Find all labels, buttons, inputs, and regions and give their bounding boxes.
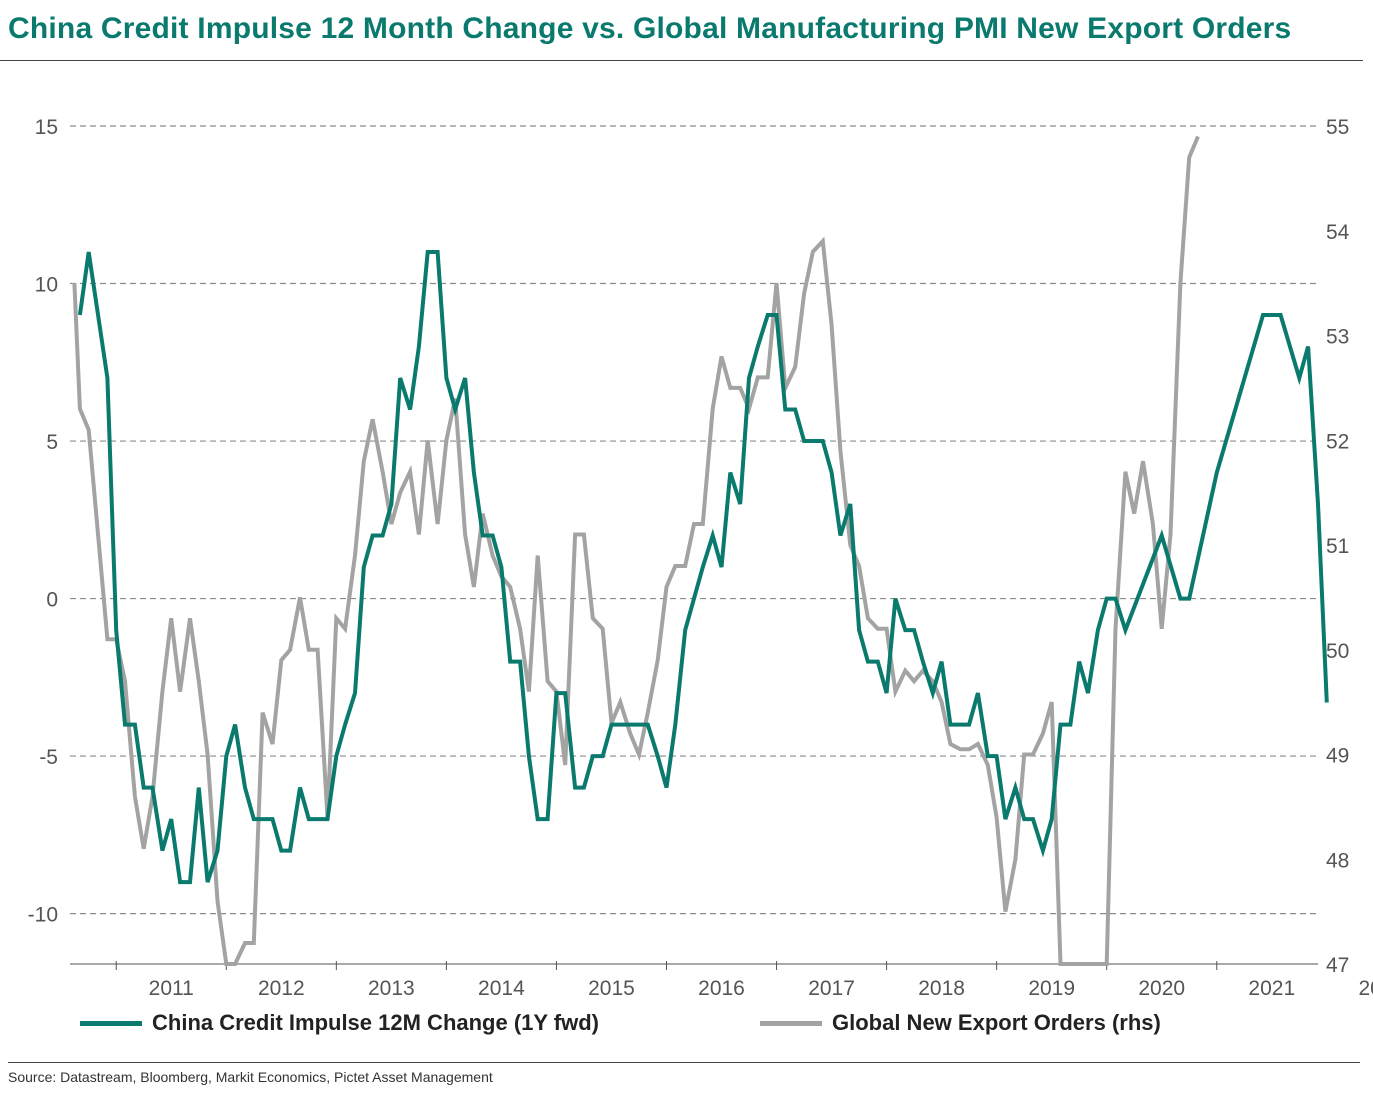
series-credit-impulse [77, 250, 1329, 885]
right-tick-label: 51 [1326, 535, 1349, 558]
legend: China Credit Impulse 12M Change (1Y fwd)… [80, 1010, 1280, 1044]
x-tick-label: 2019 [1028, 977, 1075, 1000]
x-tick-label: 2018 [918, 977, 965, 1000]
source-divider [8, 1062, 1360, 1063]
export-orders-line [72, 135, 1200, 966]
title-divider [0, 60, 1363, 61]
x-axis: 2011 2012 2013 2014 2015 2016 2017 2018 2019 2020… [70, 961, 1373, 1000]
series-export-orders [72, 135, 1200, 966]
x-tick-label: 2021 [1248, 977, 1295, 1000]
legend-label-credit-impulse: China Credit Impulse 12M Change (1Y fwd) [152, 1010, 599, 1035]
legend-item-export-orders: Global New Export Orders (rhs) [760, 1010, 1161, 1036]
right-tick-label: 49 [1326, 745, 1349, 768]
gridlines [70, 125, 1318, 915]
chart-title: China Credit Impulse 12 Month Change vs.… [8, 12, 1292, 45]
x-tick-label: 2011 [149, 977, 194, 1000]
source-note: Source: Datastream, Bloomberg, Markit Ec… [8, 1069, 493, 1085]
right-tick-label: 48 [1326, 849, 1349, 872]
right-tick-label: 52 [1326, 430, 1349, 453]
legend-swatch-credit-impulse [80, 1020, 142, 1026]
left-tick-label: -10 [28, 904, 58, 927]
legend-item-credit-impulse: China Credit Impulse 12M Change (1Y fwd) [80, 1010, 599, 1036]
left-tick-label: 0 [46, 589, 58, 612]
series-lines [72, 135, 1329, 966]
right-axis-ticks: 55 54 53 52 51 50 49 48 47 [1326, 116, 1350, 977]
left-tick-label: -5 [39, 746, 58, 769]
x-tick-label: 2012 [258, 977, 305, 1000]
right-tick-label: 47 [1326, 954, 1349, 977]
right-tick-label: 54 [1326, 221, 1350, 244]
x-tick-label: 2016 [698, 977, 745, 1000]
left-axis-ticks: 15 10 5 0 -5 -10 [28, 116, 58, 927]
right-tick-label: 50 [1326, 640, 1349, 663]
x-tick-label: 2020 [1138, 977, 1185, 1000]
right-tick-label: 53 [1326, 326, 1349, 349]
x-tick-label: 2013 [368, 977, 415, 1000]
left-tick-label: 10 [35, 274, 58, 297]
left-tick-label: 5 [46, 431, 58, 454]
x-tick-label: 2017 [808, 977, 855, 1000]
x-tick-label: 2014 [478, 977, 525, 1000]
x-tick-label: 2022 [1358, 977, 1373, 1000]
right-tick-label: 55 [1326, 116, 1349, 139]
left-tick-label: 15 [35, 116, 58, 139]
credit-impulse-line [77, 250, 1329, 885]
legend-swatch-export-orders [760, 1020, 822, 1026]
x-tick-label: 2015 [588, 977, 635, 1000]
legend-label-export-orders: Global New Export Orders (rhs) [832, 1010, 1161, 1035]
